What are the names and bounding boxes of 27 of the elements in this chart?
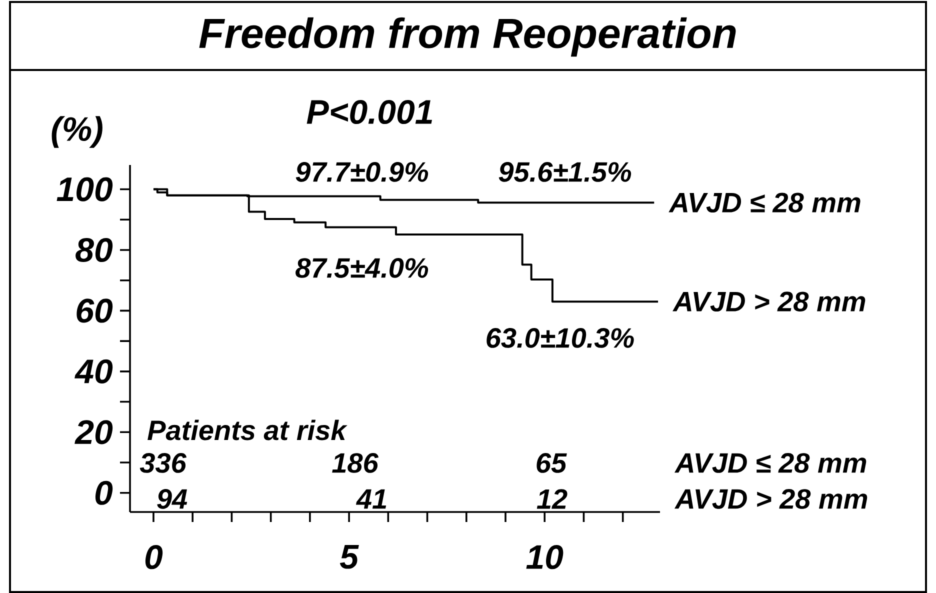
text: AVJD ≤ 28 mm [674, 453, 866, 473]
y-tick-label: 0 [95, 480, 113, 505]
annotation: 12 [536, 489, 568, 509]
annotation: 87.5±4.0% [296, 258, 428, 278]
annotation: Patients at risk [148, 420, 348, 440]
text: AVJD > 28 mm [674, 489, 868, 509]
x-tick-label: 5 [340, 545, 359, 569]
y-tick-label: 100 [56, 177, 113, 202]
annotation: 95.6±1.5% [498, 162, 632, 182]
annotation: 65 [536, 453, 567, 473]
annotation: 97.7±0.9% [296, 162, 428, 182]
y-tick-label: 60 [76, 298, 113, 323]
annotation: 94 [157, 489, 188, 509]
series-label: AVJD ≤ 28 mm [668, 192, 860, 213]
y-tick-label: 20 [74, 420, 113, 444]
annotation: 186 [332, 453, 378, 473]
y-tick-label: 40 [74, 359, 113, 384]
annotation: 63.0±10.3% [486, 328, 634, 348]
y-tick-label: 80 [76, 238, 113, 262]
y-axis-title: (%) [52, 116, 102, 148]
series-label: AVJD > 28 mm [672, 292, 866, 312]
x-tick-label: 0 [145, 545, 163, 570]
annotation: 336 [140, 453, 186, 473]
annotation: 41 [356, 489, 386, 509]
x-tick-label: 10 [526, 545, 564, 570]
chart-title: Freedom from Reoperation [199, 17, 736, 57]
text: P<0.001 [306, 100, 432, 124]
